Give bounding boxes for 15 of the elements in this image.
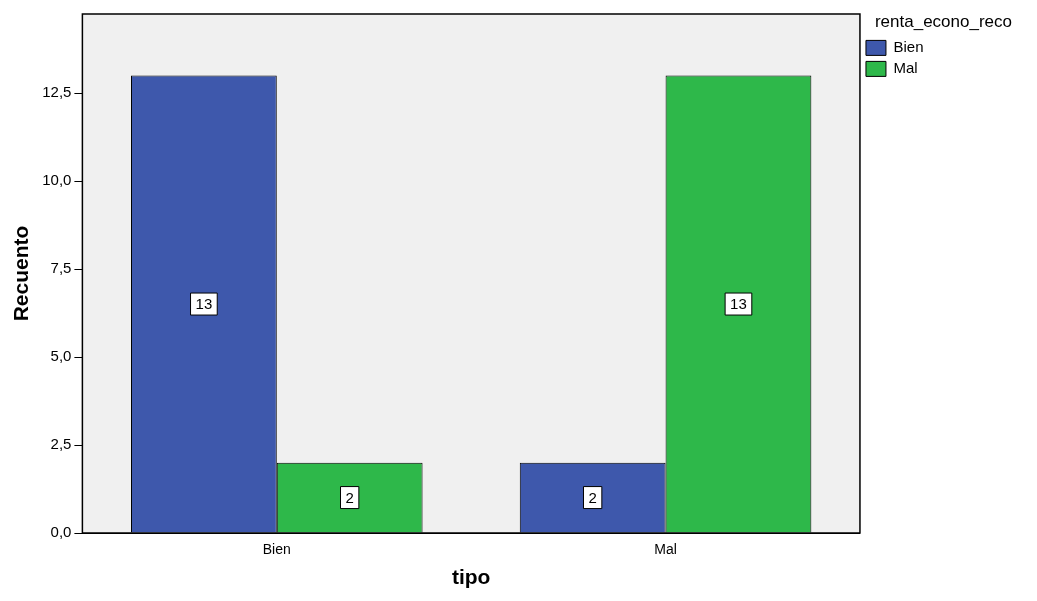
y-tick-label: 10,0 xyxy=(42,171,72,189)
y-tick-label: 7,5 xyxy=(50,259,72,277)
data-label: 13 xyxy=(195,295,213,313)
x-axis-title: tipo xyxy=(451,565,491,589)
legend-label: Bien xyxy=(893,38,924,56)
legend-label: Mal xyxy=(893,59,918,77)
data-label: 13 xyxy=(730,295,747,313)
y-tick-label: 0,0 xyxy=(50,523,72,541)
y-tick-label: 2,5 xyxy=(50,435,72,453)
data-label: 2 xyxy=(588,488,597,506)
legend-title: renta_econo_reco xyxy=(874,12,1012,32)
y-tick-label: 12,5 xyxy=(42,83,72,101)
data-label: 2 xyxy=(345,488,354,506)
y-tick-label: 5,0 xyxy=(50,347,72,365)
y-axis-title: Recuento xyxy=(9,225,33,322)
